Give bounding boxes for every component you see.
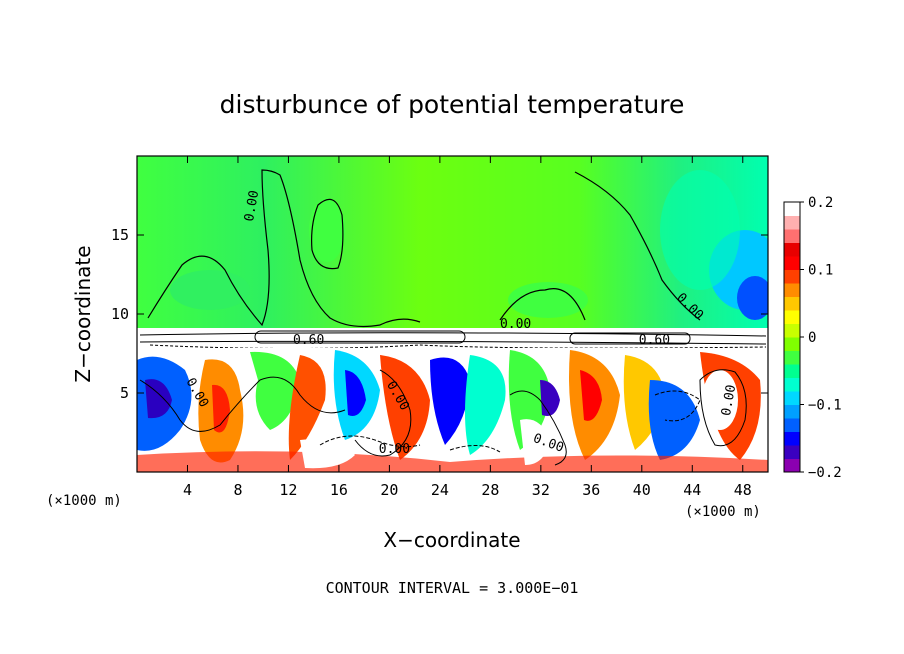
contour-line [654, 390, 701, 422]
upper-field-patch [508, 282, 588, 318]
colorbar-swatch [784, 310, 800, 324]
contour-line [699, 369, 747, 447]
chart-title: disturbunce of potential temperature [220, 90, 685, 119]
contour-label: 0.00 [379, 442, 410, 457]
upper-field-patch [309, 198, 345, 262]
contour-label: 0.60 [639, 333, 670, 348]
x-unit-label: (×1000 m) [46, 493, 122, 509]
colorbar-swatch [784, 458, 800, 473]
x-tick-label: 8 [233, 481, 242, 499]
x-tick-label: 4 [183, 481, 192, 499]
y-tick-label: 10 [111, 305, 129, 323]
colorbar-tick-label: −0.2 [808, 465, 842, 481]
colorbar-tick-label: 0 [808, 330, 816, 346]
turb-blob [300, 439, 355, 469]
colorbar-swatch [784, 377, 800, 392]
x-unit-label-right: (×1000 m) [685, 504, 761, 520]
x-tick-label: 28 [481, 481, 499, 499]
turb-blob [702, 370, 738, 430]
colorbar-swatch [784, 404, 800, 419]
turb-blob [580, 370, 602, 421]
colorbar-swatch [784, 269, 800, 284]
colorbar-swatch [784, 215, 800, 230]
colorbar-swatch [784, 283, 800, 297]
band-contour [569, 332, 691, 345]
x-tick-label: 16 [330, 481, 348, 499]
x-tick-label: 32 [532, 481, 550, 499]
turb-blob [212, 384, 230, 433]
turb-blob [520, 419, 550, 465]
colorbar-swatch [784, 242, 800, 257]
contour-line [509, 390, 567, 466]
turb-blob [465, 355, 506, 455]
contour-line [319, 435, 501, 453]
turb-blob [288, 355, 326, 460]
x-tick-label: 48 [734, 481, 752, 499]
turb-blob [380, 355, 430, 460]
contour-line [499, 288, 586, 321]
x-tick-label: 24 [431, 481, 449, 499]
band-contour [254, 330, 466, 344]
x-tick-label: 36 [582, 481, 600, 499]
x-tick-label: 40 [633, 481, 651, 499]
turb-blob [145, 379, 172, 419]
colorbar-swatch [784, 431, 800, 446]
turb-blob [430, 357, 470, 445]
colorbar: 0.2 0.1 0 −0.1 −0.2 [783, 195, 842, 481]
contour-line [139, 376, 346, 432]
turb-blob [345, 370, 366, 416]
x-tick-label: 12 [279, 481, 297, 499]
colorbar-swatch [784, 391, 800, 405]
upper-field-patch [660, 170, 740, 290]
contour-interval-note: CONTOUR INTERVAL = 3.000E−01 [326, 579, 579, 597]
y-tick-label: 15 [111, 226, 129, 244]
contour-label: 0.00 [719, 384, 739, 417]
contour-line [311, 198, 344, 270]
contour-line [574, 171, 701, 321]
colorbar-tick-label: 0.1 [808, 263, 833, 279]
colorbar-swatch [784, 202, 800, 216]
contour-line [147, 169, 421, 328]
colorbar-swatch [784, 323, 800, 338]
contour-line [354, 369, 412, 457]
colorbar-tick-label: −0.1 [808, 398, 842, 414]
contour-label: 0.00 [500, 317, 531, 332]
upper-field-patch [170, 270, 250, 310]
band-contour [139, 332, 767, 345]
turb-blob [250, 351, 300, 430]
colorbar-swatch [784, 296, 800, 311]
colorbar-swatch [784, 445, 800, 459]
colorbar-swatch [784, 364, 800, 378]
contour-label: 0.00 [242, 189, 262, 222]
colorbar-swatch [784, 256, 800, 270]
x-tick-label: 44 [683, 481, 701, 499]
y-tick-label: 5 [120, 384, 129, 402]
x-tick-label: 20 [380, 481, 398, 499]
colorbar-tick-label: 0.2 [808, 195, 833, 211]
colorbar-swatch [784, 418, 800, 432]
colorbar-swatch [784, 337, 800, 351]
turb-blob [648, 380, 700, 460]
turb-blob [137, 451, 768, 472]
contour-label: 0.60 [293, 333, 324, 348]
x-axis-label: X−coordinate [383, 528, 520, 552]
colorbar-swatch [784, 229, 800, 243]
upper-field-patch [737, 276, 768, 320]
colorbar-swatch [784, 350, 800, 365]
y-axis-label: Z−coordinate [71, 245, 95, 382]
